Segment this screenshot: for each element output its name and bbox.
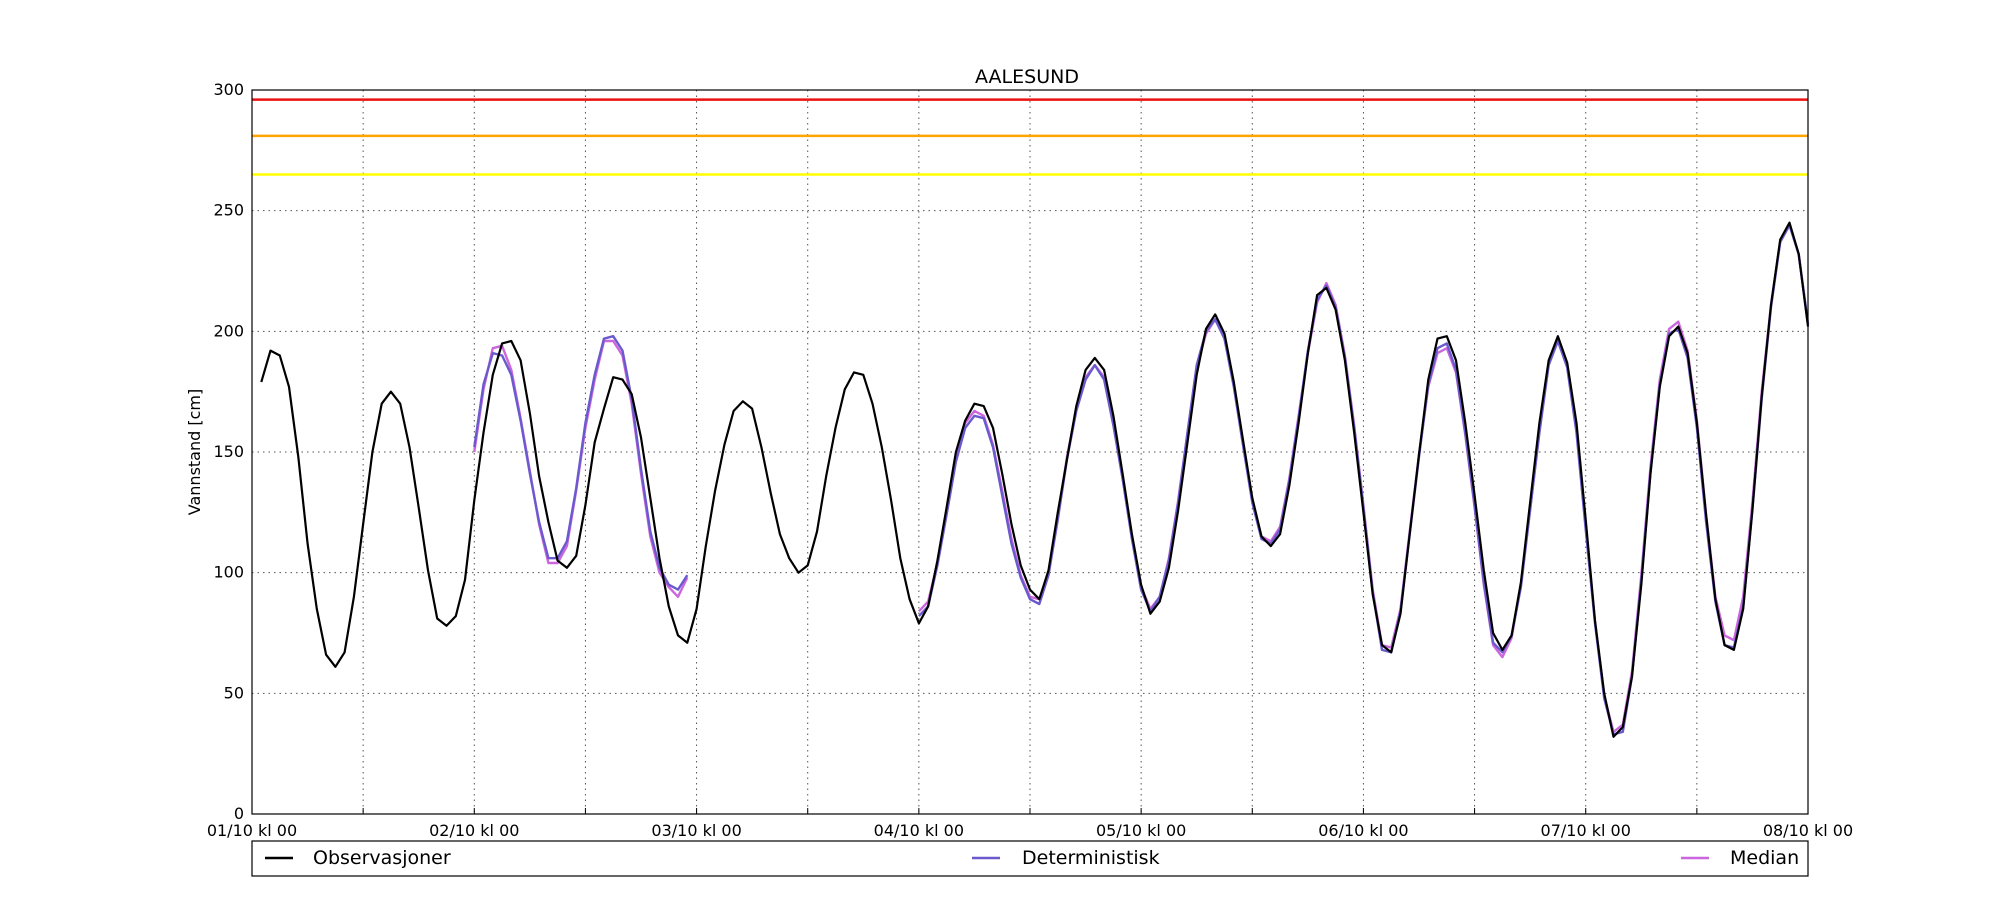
y-tick-label: 300 — [213, 80, 244, 99]
x-tick-labels: 01/10 kl 00 02/10 kl 00 03/10 kl 00 04/10 k… — [207, 821, 1853, 840]
plot-frame — [251, 89, 1809, 815]
x-tick-label: 01/10 kl 00 — [207, 821, 297, 840]
y-tick-label: 250 — [213, 201, 244, 220]
y-tick-label: 0 — [234, 804, 244, 823]
y-tick-label: 200 — [213, 321, 244, 340]
grid-lines — [251, 90, 1809, 814]
series-lines — [260, 221, 1810, 738]
x-tick-label: 04/10 kl 00 — [874, 821, 964, 840]
y-tick-label: 150 — [213, 442, 244, 461]
legend-label-deterministisk: Deterministisk — [1022, 847, 1160, 869]
x-tick-label: 07/10 kl 00 — [1541, 821, 1631, 840]
chart-title: AALESUND — [975, 66, 1079, 88]
x-tick-label: 05/10 kl 00 — [1096, 821, 1186, 840]
x-tick-label: 03/10 kl 00 — [651, 821, 741, 840]
legend-entry-observasjoner: Observasjoner — [265, 847, 451, 869]
y-axis-label: Vannstand [cm] — [185, 389, 204, 515]
legend-entry-median: Median — [1681, 847, 1799, 869]
legend-entry-deterministisk: Deterministisk — [972, 847, 1160, 869]
series-line-observasjoner — [260, 221, 1810, 738]
x-tick-label: 06/10 kl 00 — [1318, 821, 1408, 840]
legend-box — [251, 840, 1809, 877]
x-tick-label: 02/10 kl 00 — [429, 821, 519, 840]
y-tick-labels: 0 50 100 150 200 250 300 — [213, 80, 244, 823]
legend-label-median: Median — [1730, 847, 1799, 869]
legend-label-observasjoner: Observasjoner — [313, 847, 451, 869]
y-tick-label: 100 — [213, 563, 244, 582]
series-line-median — [473, 223, 1810, 734]
threshold-lines — [252, 98, 1808, 176]
series-line-deterministisk — [473, 223, 1810, 736]
x-tick-label: 08/10 kl 00 — [1763, 821, 1853, 840]
y-tick-label: 50 — [224, 683, 244, 702]
